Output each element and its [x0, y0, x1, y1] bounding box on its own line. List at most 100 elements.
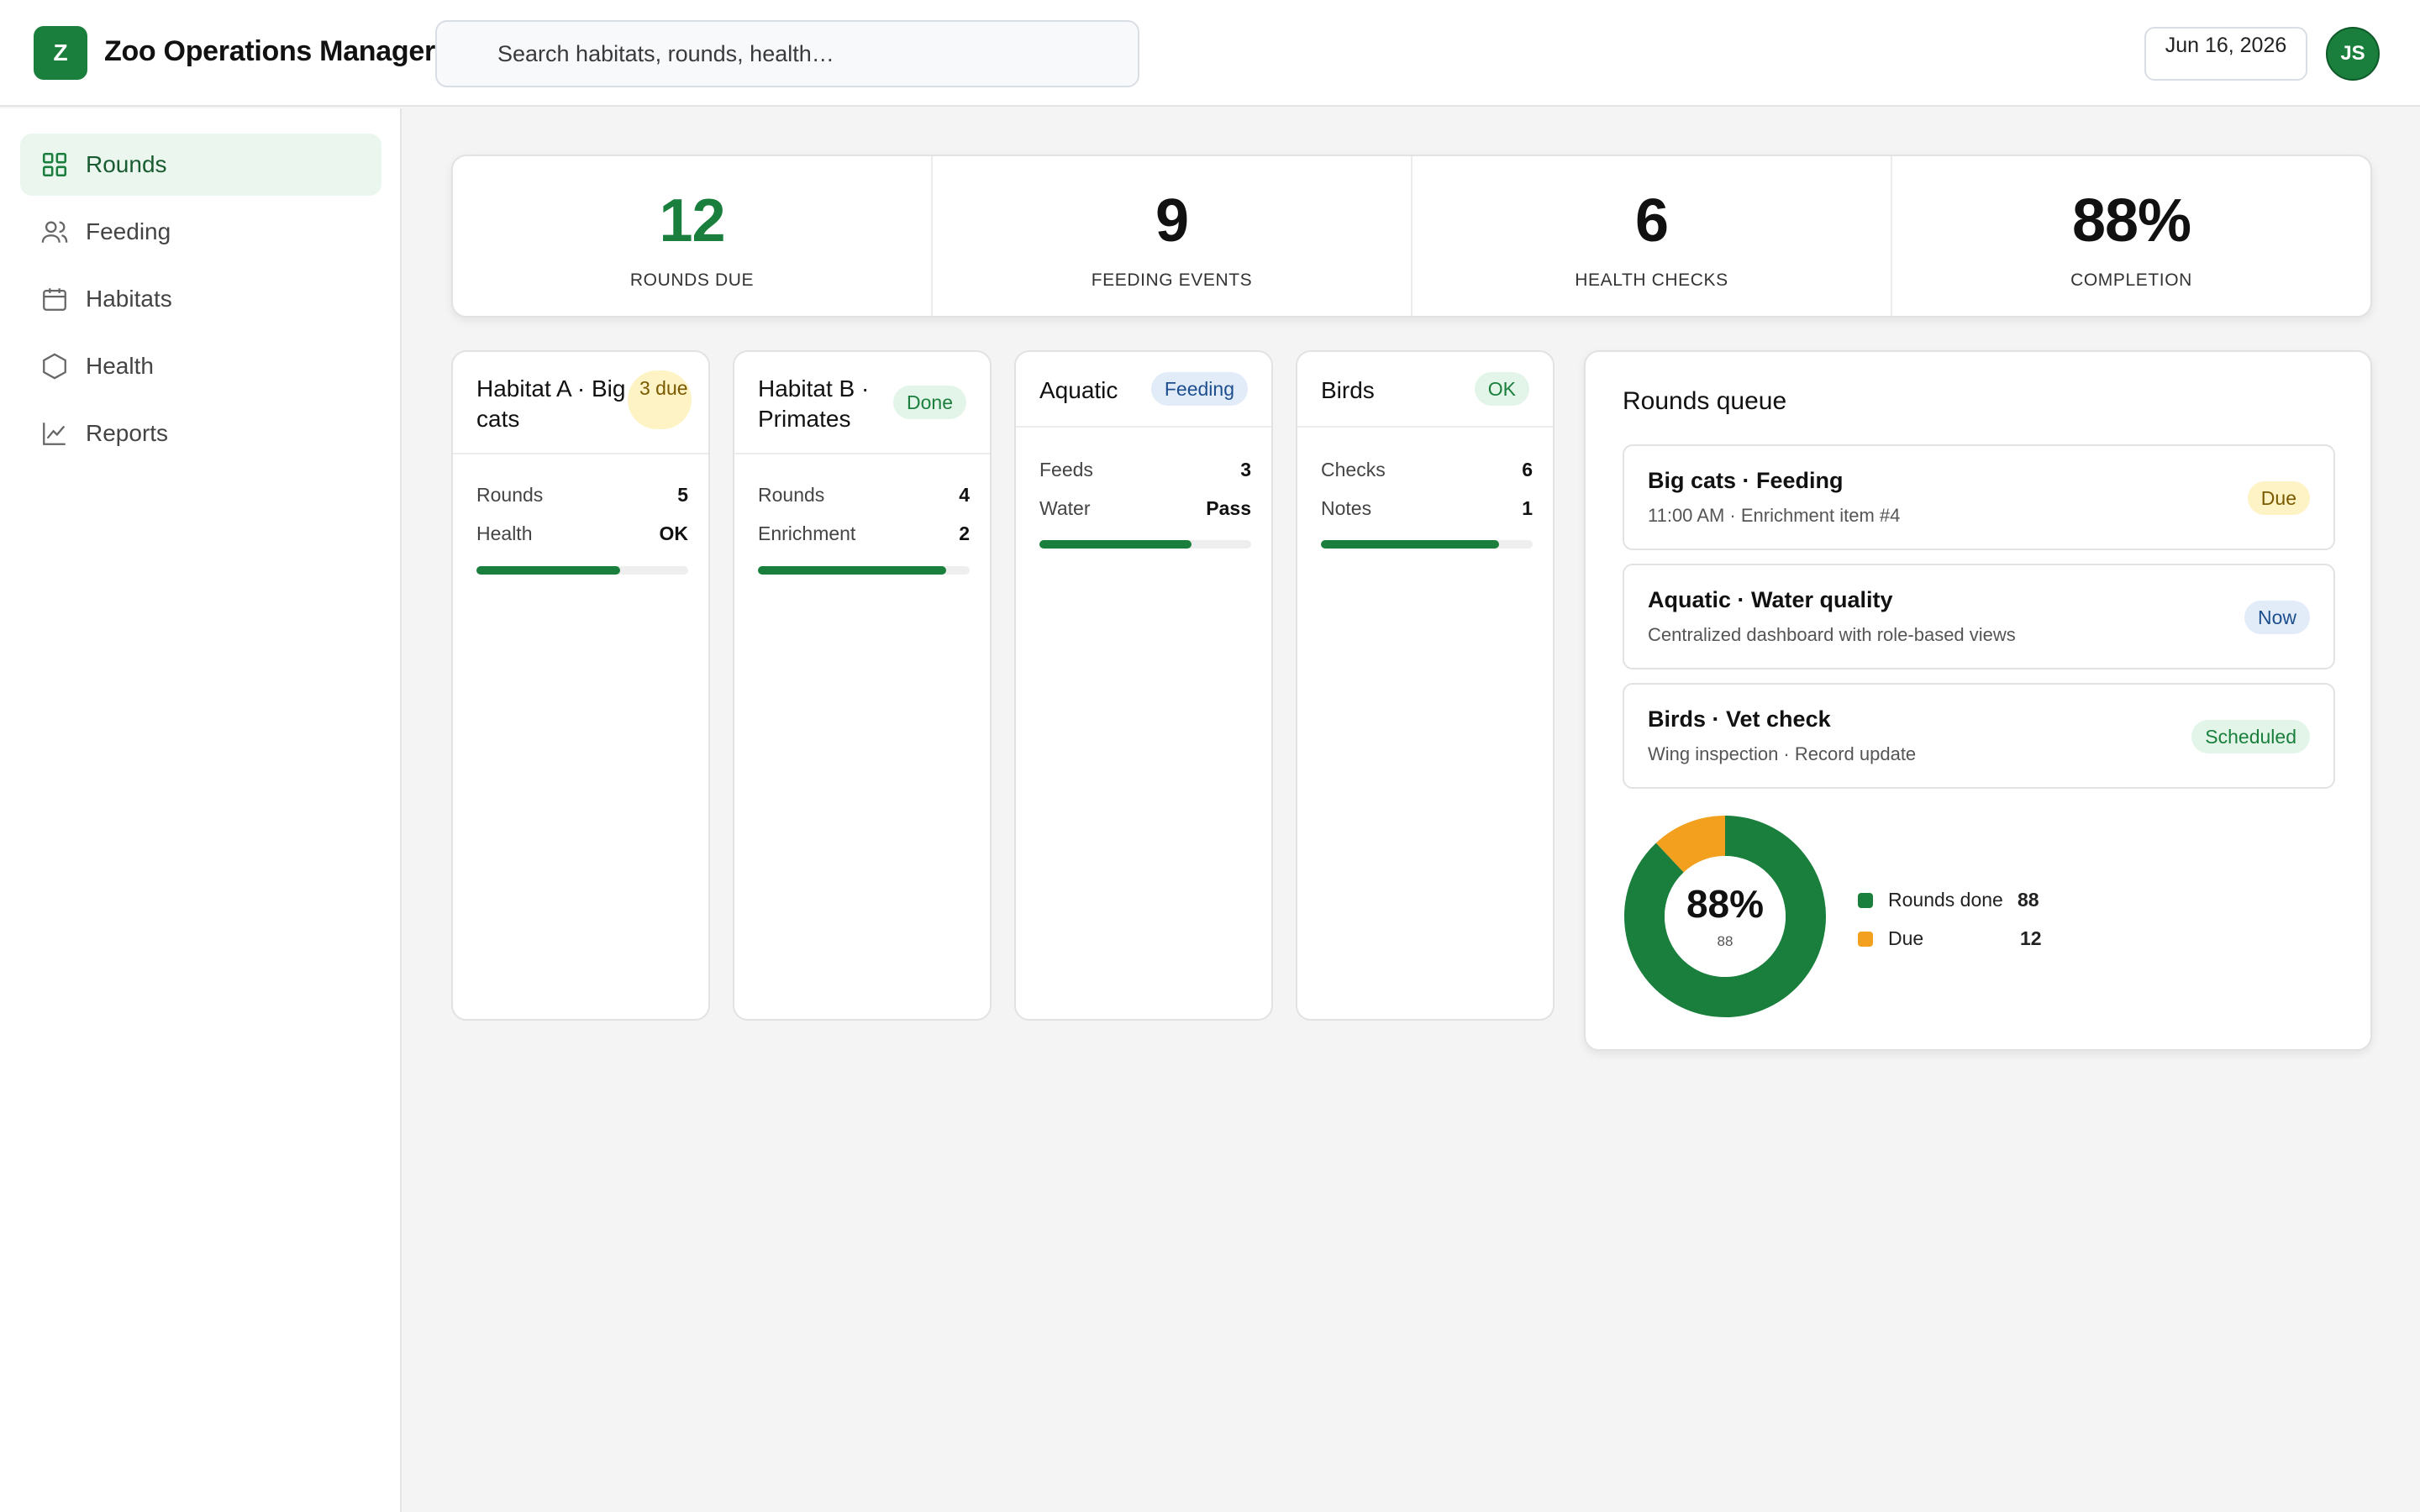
sidebar-item-habitats[interactable]: Habitats	[20, 268, 381, 330]
row-label: Water	[1039, 497, 1091, 519]
queue-item-subtitle: Wing inspection · Record update	[1648, 743, 1917, 764]
habitat-row: Rounds 4	[758, 484, 970, 507]
habitat-card-header: Habitat A · Big cats 3 due	[453, 352, 708, 454]
habitat-row: Rounds 5	[476, 484, 688, 507]
legend-swatch	[1858, 893, 1873, 908]
progress-bar	[758, 566, 970, 575]
queue-title: Rounds queue	[1623, 387, 1787, 415]
row-label: Notes	[1321, 497, 1372, 519]
line-chart-icon	[43, 423, 66, 445]
row-label: Health	[476, 522, 533, 544]
habitat-card-primates[interactable]: Habitat B · Primates Done Rounds 4 Enric…	[733, 350, 992, 1021]
legend-label: Rounds done	[1888, 889, 2003, 911]
habitat-card-header: Habitat B · Primates Done	[734, 352, 990, 454]
status-badge: Scheduled	[2191, 720, 2310, 753]
donut-hole	[1665, 856, 1786, 977]
status-badge: Now	[2244, 601, 2310, 634]
stat-completion: 88% COMPLETION	[1892, 156, 2370, 316]
row-value: 6	[1522, 459, 1533, 480]
sidebar-item-feeding[interactable]: Feeding	[20, 201, 381, 263]
stat-label: FEEDING EVENTS	[1091, 270, 1253, 290]
status-badge: 3 due	[628, 370, 692, 429]
queue-item-title: Big cats · Feeding	[1648, 468, 1844, 493]
habitat-title: Aquatic	[1039, 377, 1118, 403]
progress-bar	[476, 566, 688, 575]
queue-item-title: Aquatic · Water quality	[1648, 587, 1893, 612]
progress-fill	[1321, 540, 1499, 549]
row-label: Feeds	[1039, 459, 1093, 480]
calendar-icon	[43, 288, 66, 311]
habitat-row: Enrichment 2	[758, 522, 970, 545]
search-box[interactable]	[435, 20, 1139, 87]
sidebar: Rounds Feeding Habitats Health Reports	[0, 108, 402, 1512]
status-badge: OK	[1474, 372, 1529, 406]
row-value: 5	[677, 484, 688, 506]
habitat-row: Feeds 3	[1039, 459, 1251, 481]
stat-label: HEALTH CHECKS	[1575, 270, 1728, 290]
queue-item[interactable]: Big cats · Feeding 11:00 AM · Enrichment…	[1623, 444, 2335, 550]
progress-fill	[1039, 540, 1192, 549]
completion-donut-chart	[1624, 816, 1826, 1017]
legend-item-due: Due 12	[1858, 926, 2076, 951]
habitat-card-big-cats[interactable]: Habitat A · Big cats 3 due Rounds 5 Heal…	[451, 350, 710, 1021]
habitat-card-header: Birds OK	[1297, 352, 1553, 428]
donut-slice-rounds-done	[1624, 816, 1826, 1017]
status-badge: Due	[2247, 481, 2310, 515]
sidebar-item-reports[interactable]: Reports	[20, 402, 381, 465]
queue-item-subtitle: 11:00 AM · Enrichment item #4	[1648, 505, 1901, 526]
stat-value: 12	[659, 187, 725, 255]
sidebar-item-label: Rounds	[86, 151, 167, 177]
stat-feeding-events: 9 FEEDING EVENTS	[933, 156, 1413, 316]
stat-value: 6	[1634, 187, 1669, 255]
stats-summary: 12 ROUNDS DUE 9 FEEDING EVENTS 6 HEALTH …	[451, 155, 2372, 318]
legend-item-rounds-done: Rounds done 88	[1858, 887, 2076, 912]
hexagon-icon	[43, 353, 66, 380]
stat-value: 9	[1155, 187, 1189, 255]
legend-swatch	[1858, 932, 1873, 947]
donut-center-value: 88%	[1686, 882, 1765, 926]
habitat-title: Birds	[1321, 377, 1375, 403]
stat-label: COMPLETION	[2070, 270, 2192, 290]
stat-value: 88%	[2071, 187, 2191, 255]
legend-label: Due	[1888, 927, 1924, 949]
progress-fill	[758, 566, 947, 575]
grid-icon	[42, 152, 67, 177]
sidebar-item-label: Habitats	[86, 286, 172, 312]
sidebar-item-label: Reports	[86, 420, 169, 446]
row-value: Pass	[1206, 497, 1251, 519]
users-icon	[41, 221, 68, 243]
row-value: 1	[1522, 497, 1533, 519]
habitat-row: Health OK	[476, 522, 688, 545]
habitat-row: Checks 6	[1321, 459, 1533, 481]
habitat-title: Habitat A · Big cats	[476, 375, 626, 432]
top-bar: Z Zoo Operations Manager Jun 16, 2026 JS	[0, 0, 2420, 107]
sidebar-item-rounds[interactable]: Rounds	[20, 134, 381, 196]
date-picker[interactable]: Jun 16, 2026	[2144, 27, 2307, 81]
row-label: Rounds	[476, 484, 544, 506]
sidebar-item-label: Health	[86, 353, 154, 379]
row-label: Checks	[1321, 459, 1386, 480]
donut-slice-due	[1655, 816, 1726, 874]
search-icon	[463, 45, 482, 64]
progress-bar	[1321, 540, 1533, 549]
queue-item-subtitle: Centralized dashboard with role-based vi…	[1648, 624, 2016, 645]
app-logo[interactable]: Z	[34, 26, 87, 80]
avatar[interactable]: JS	[2326, 27, 2380, 81]
queue-item-title: Birds · Vet check	[1648, 706, 1831, 732]
status-badge: Done	[893, 386, 966, 419]
rounds-queue-panel: Rounds queue Big cats · Feeding 11:00 AM…	[1584, 350, 2372, 1051]
queue-item[interactable]: Birds · Vet check Wing inspection · Reco…	[1623, 683, 2335, 789]
queue-item[interactable]: Aquatic · Water quality Centralized dash…	[1623, 564, 2335, 669]
row-value: 4	[959, 484, 970, 506]
habitat-card-header: Aquatic Feeding	[1016, 352, 1271, 428]
habitat-row: Water Pass	[1039, 497, 1251, 520]
habitat-card-birds[interactable]: Birds OK Checks 6 Notes 1	[1296, 350, 1555, 1021]
search-input[interactable]	[489, 22, 1128, 86]
habitat-title: Habitat B · Primates	[758, 375, 870, 432]
progress-fill	[476, 566, 621, 575]
habitat-card-aquatic[interactable]: Aquatic Feeding Feeds 3 Water Pass	[1014, 350, 1273, 1021]
sidebar-item-label: Feeding	[86, 218, 171, 244]
sidebar-item-health[interactable]: Health	[20, 335, 381, 397]
stat-health-checks: 6 HEALTH CHECKS	[1413, 156, 1892, 316]
progress-bar	[1039, 540, 1251, 549]
